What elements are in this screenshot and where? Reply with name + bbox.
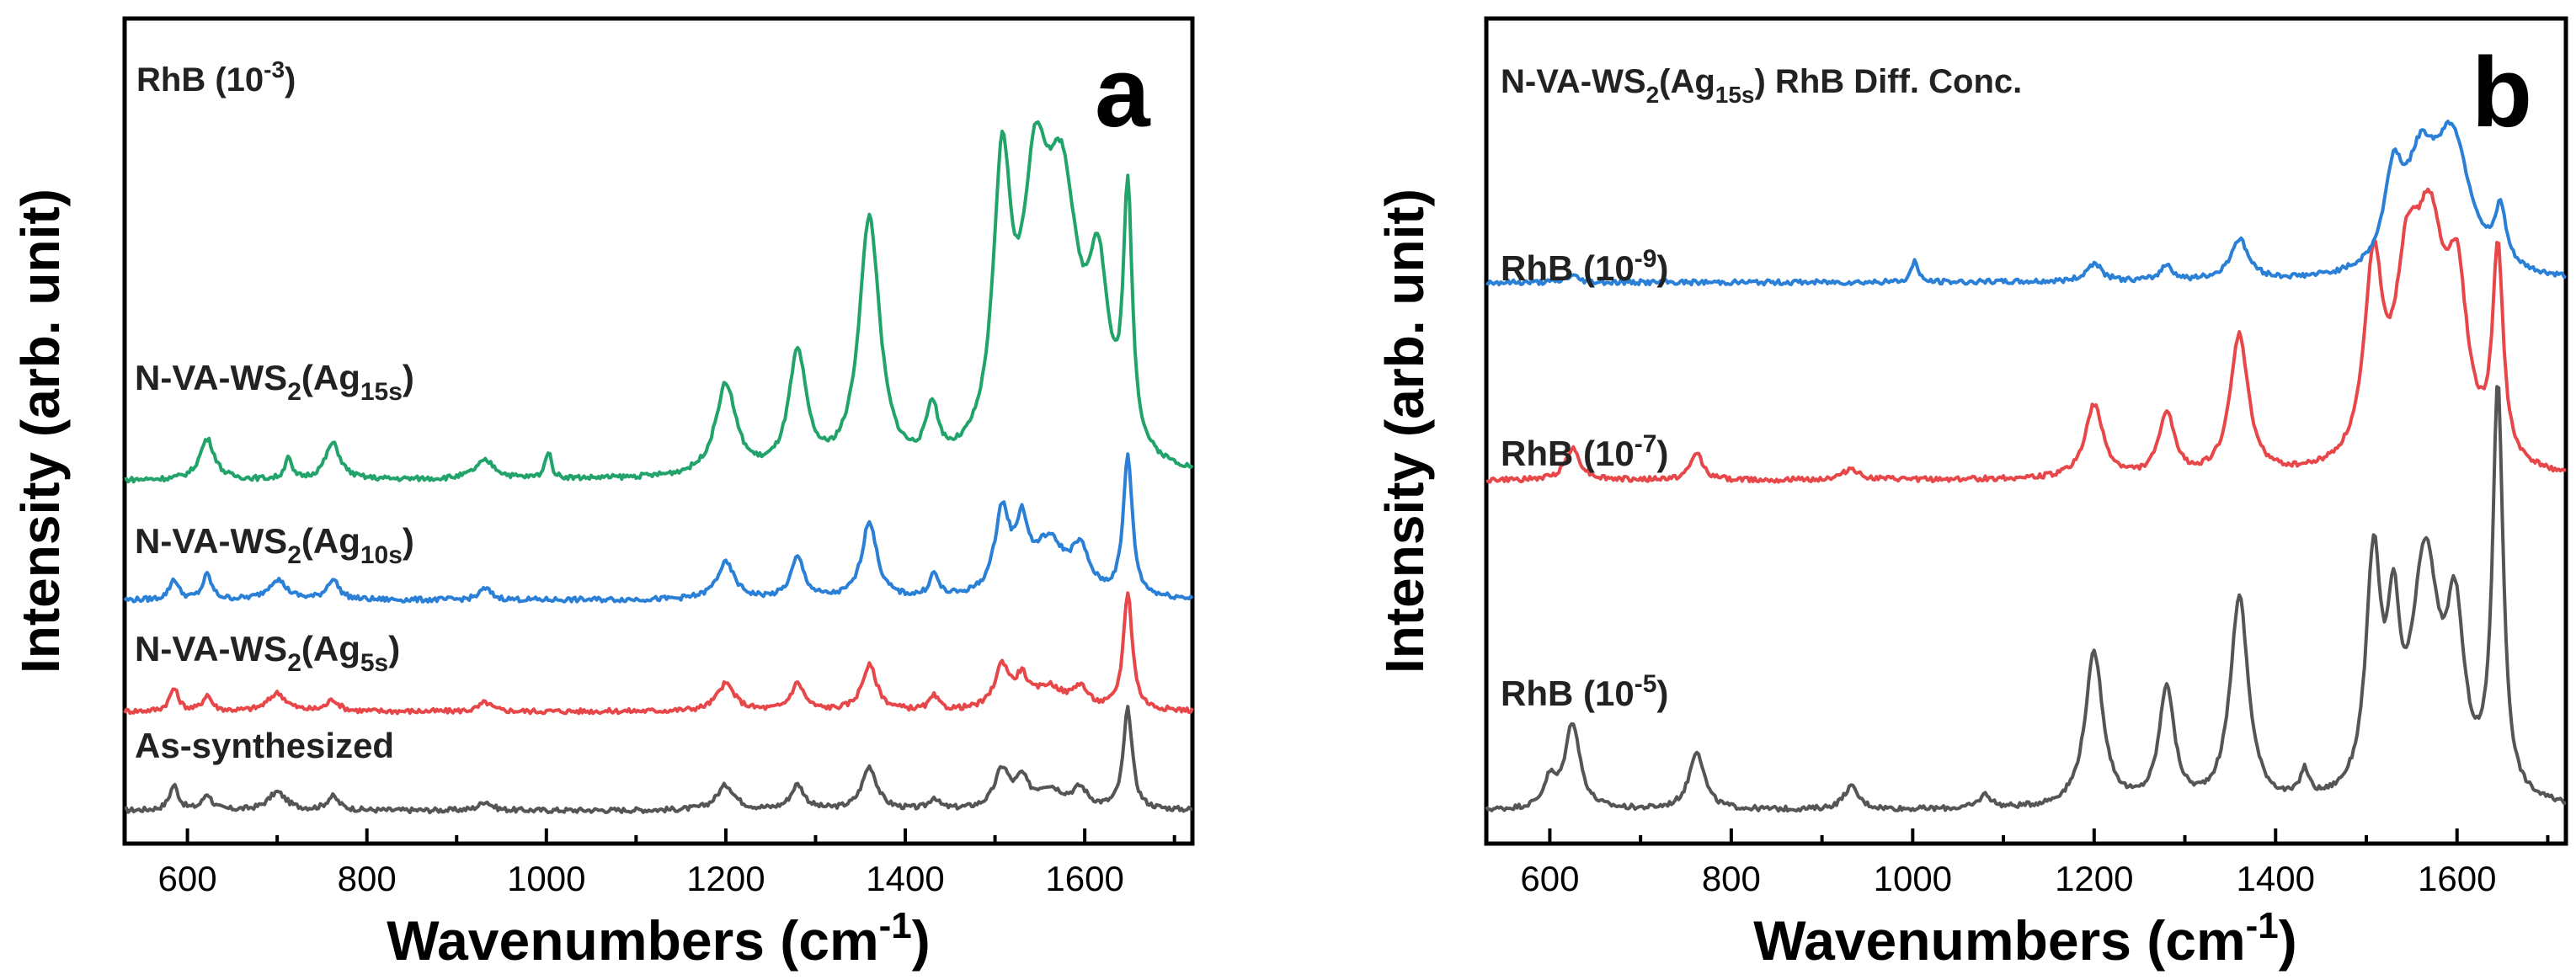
- x-tick-label-b-1000: 1000: [1874, 859, 1952, 898]
- panel-b-frame: [1484, 16, 2568, 846]
- x-tick-label-b-800: 800: [1702, 859, 1761, 898]
- series-label-ag5s: N-VA-WS2(Ag5s): [135, 629, 400, 677]
- x-tick-label-a-1600: 1600: [1045, 859, 1123, 898]
- series-label-rhb-1e-7: RhB (10-7): [1501, 430, 1668, 473]
- panel-b: 600 800 1000 1200 1400 1600 N-VA-WS2(Ag15s) R…: [1374, 16, 2568, 972]
- series-line-a-1: [123, 591, 1194, 716]
- series-line-a-0: [124, 705, 1193, 815]
- panel-a-frame: [122, 16, 1195, 846]
- series-label-as-synthesized: As-synthesized: [135, 726, 394, 765]
- x-tick-label-b-600: 600: [1520, 859, 1579, 898]
- x-tick-label-a-1200: 1200: [686, 859, 765, 898]
- series-label-rhb-1e-9: RhB (10-9): [1501, 245, 1668, 288]
- series-line-b-2: [1485, 120, 2567, 287]
- x-tick-label-a-600: 600: [158, 859, 217, 898]
- panel-a-ylabel: Intensity (arb. unit): [10, 189, 71, 674]
- panel-a-title: RhB (10-3): [136, 56, 296, 99]
- x-tick-label-a-1400: 1400: [866, 859, 944, 898]
- series-line-b-1: [1485, 187, 2567, 484]
- x-tick-label-b-1200: 1200: [2055, 859, 2133, 898]
- panel-b-letter: b: [2472, 37, 2532, 148]
- x-tick-label-a-800: 800: [338, 859, 397, 898]
- x-tick-label-a-1000: 1000: [507, 859, 585, 898]
- panel-a: 600 800 1000 1200 1400 1600 RhB (10-3) a N-VA…: [10, 16, 1195, 972]
- series-label-ag15s: N-VA-WS2(Ag15s): [135, 358, 414, 406]
- panel-a-letter: a: [1095, 37, 1151, 148]
- panel-a-xlabel: Wavenumbers (cm-1): [387, 905, 931, 972]
- series-line-b-0: [1485, 385, 2567, 813]
- x-tick-label-b-1600: 1600: [2418, 859, 2496, 898]
- panel-b-ylabel: Intensity (arb. unit): [1374, 189, 1435, 674]
- x-tick-label-b-1400: 1400: [2237, 859, 2315, 898]
- series-line-a-3: [124, 120, 1194, 484]
- series-line-a-2: [123, 452, 1194, 604]
- panel-b-xlabel: Wavenumbers (cm-1): [1753, 905, 2297, 972]
- panel-b-title: N-VA-WS2(Ag15s) RhB Diff. Conc.: [1501, 63, 2022, 108]
- series-label-rhb-1e-5: RhB (10-5): [1501, 670, 1668, 713]
- series-label-ag10s: N-VA-WS2(Ag10s): [135, 521, 414, 569]
